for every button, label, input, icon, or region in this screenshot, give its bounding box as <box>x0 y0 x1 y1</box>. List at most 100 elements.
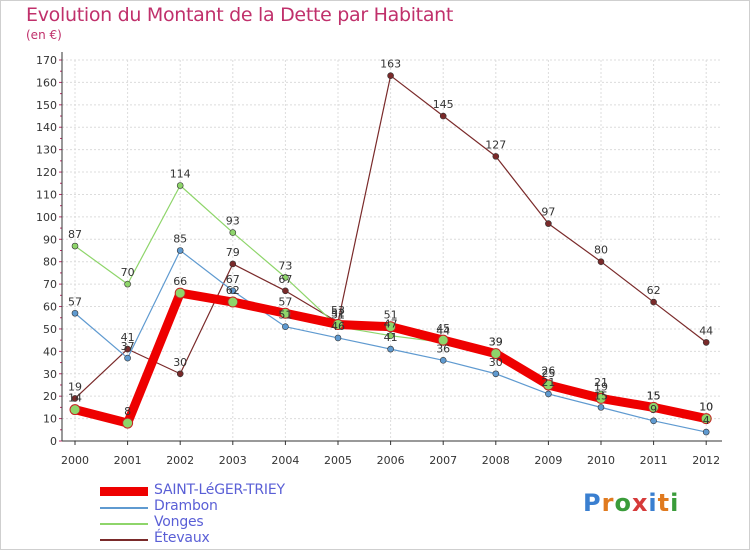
data-label: 19 <box>68 380 82 393</box>
legend-label: Étevaux <box>154 530 210 546</box>
data-label: 21 <box>594 376 608 389</box>
y-tick-label: 30 <box>43 368 57 381</box>
x-tick-label: 2010 <box>587 454 615 467</box>
data-label: 8 <box>124 405 131 418</box>
chart-subtitle: (en €) <box>26 28 62 42</box>
data-point <box>650 298 657 306</box>
y-tick-label: 0 <box>50 435 57 448</box>
data-label: 97 <box>541 206 555 219</box>
data-point <box>702 339 710 346</box>
data-label: 67 <box>278 273 292 286</box>
x-tick-label: 2007 <box>429 454 457 467</box>
data-label: 93 <box>226 215 240 228</box>
data-point <box>648 401 660 413</box>
data-label: 51 <box>331 309 345 322</box>
legend-label: SAINT-LéGER-TRIEY <box>154 482 285 498</box>
logo-letter: i <box>648 489 658 517</box>
x-tick-label: 2009 <box>534 454 562 467</box>
data-point <box>282 323 289 331</box>
data-point <box>545 390 552 398</box>
data-point <box>492 153 500 160</box>
data-point <box>387 345 394 353</box>
data-point <box>174 287 186 299</box>
data-label: 19 <box>594 380 608 393</box>
y-tick-label: 100 <box>36 211 57 224</box>
data-label: 62 <box>226 284 240 297</box>
data-label: 66 <box>173 275 187 288</box>
data-label: 87 <box>68 228 82 241</box>
data-point <box>702 428 710 436</box>
data-label: 10 <box>699 401 713 414</box>
data-point <box>597 258 605 266</box>
data-point <box>279 307 291 319</box>
data-point <box>439 357 447 364</box>
y-tick-label: 140 <box>36 121 57 134</box>
data-point <box>176 182 184 189</box>
data-label: 39 <box>489 336 503 349</box>
data-point <box>122 417 134 429</box>
legend-label: Vonges <box>154 514 204 530</box>
data-label: 14 <box>68 392 82 405</box>
data-label: 114 <box>170 168 191 181</box>
data-label: 9 <box>650 403 657 416</box>
data-label: 4 <box>703 414 710 427</box>
logo-letter: i <box>670 489 680 517</box>
y-tick-label: 170 <box>36 54 57 67</box>
data-label: 30 <box>173 356 187 369</box>
data-label: 44 <box>699 324 713 337</box>
data-label: 41 <box>121 331 135 344</box>
legend-swatch <box>100 487 148 496</box>
y-tick-label: 80 <box>43 256 57 269</box>
legend-label: Drambon <box>154 498 218 514</box>
data-label: 21 <box>541 376 555 389</box>
data-label: 15 <box>594 389 608 402</box>
data-label: 57 <box>68 295 82 308</box>
x-tick-label: 2008 <box>482 454 510 467</box>
y-tick-label: 120 <box>36 166 57 179</box>
data-label: 67 <box>226 273 240 286</box>
data-point <box>229 260 237 268</box>
data-label: 79 <box>226 246 240 259</box>
data-point <box>490 348 502 360</box>
x-tick-label: 2000 <box>61 454 89 467</box>
data-point <box>334 334 342 342</box>
data-label: 15 <box>647 389 661 402</box>
data-point <box>387 332 394 339</box>
data-label: 45 <box>436 322 450 335</box>
data-label: 37 <box>121 340 135 353</box>
data-label: 44 <box>436 324 450 337</box>
data-label: 30 <box>489 356 503 369</box>
data-label: 85 <box>173 233 187 246</box>
data-point <box>229 287 237 295</box>
data-point <box>71 309 79 317</box>
legend-swatch <box>100 507 148 509</box>
data-point <box>282 287 289 295</box>
chart-title: Evolution du Montant de la Dette par Hab… <box>26 4 454 26</box>
y-tick-label: 130 <box>36 144 57 157</box>
logo-letter: P <box>583 489 602 517</box>
x-tick-label: 2012 <box>692 454 720 467</box>
data-point <box>124 354 131 362</box>
data-label: 26 <box>541 365 555 378</box>
y-tick-label: 50 <box>43 323 57 336</box>
data-point <box>229 229 237 236</box>
proxiti-logo: Proxiti <box>583 489 679 517</box>
data-point <box>69 404 81 416</box>
x-tick-label: 2006 <box>377 454 405 467</box>
x-tick-label: 2003 <box>219 454 247 467</box>
data-point <box>124 280 131 288</box>
data-label: 57 <box>278 295 292 308</box>
y-tick-label: 40 <box>43 345 57 358</box>
data-point <box>595 392 607 404</box>
y-tick-label: 20 <box>43 390 57 403</box>
logo-letter: r <box>601 489 615 517</box>
y-tick-label: 90 <box>43 233 57 246</box>
legend-swatch <box>100 539 148 541</box>
data-point <box>492 370 500 378</box>
data-label: 51 <box>384 309 398 322</box>
data-point <box>437 334 449 346</box>
data-point <box>71 395 79 402</box>
x-tick-label: 2002 <box>166 454 194 467</box>
